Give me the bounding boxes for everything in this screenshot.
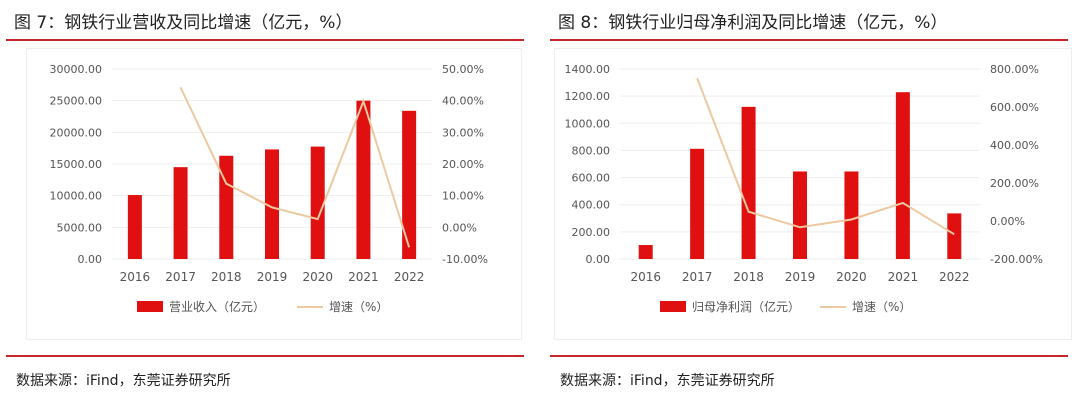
chart-area: 0.00 5000.00 10000.00 15000.00 20000.00 25000… bbox=[26, 48, 522, 340]
bar-2022 bbox=[947, 213, 962, 259]
y-tick-right: 10.00% bbox=[442, 190, 484, 203]
bar-2020 bbox=[310, 146, 325, 259]
y-tick-right: 50.00% bbox=[442, 63, 484, 76]
panel-revenue: 图 7：钢铁行业营收及同比增速（亿元，%） 0.00 5000.00 10000.0… bbox=[0, 0, 524, 406]
source-note: 数据来源：iFind，东莞证券研究所 bbox=[560, 373, 775, 389]
bar-2021 bbox=[895, 92, 910, 259]
growth-line bbox=[696, 77, 955, 236]
legend-line-label: 增速（%） bbox=[329, 300, 388, 314]
y-tick-left: 0.00 bbox=[78, 253, 103, 266]
bar-2020 bbox=[844, 171, 859, 259]
bar-2022 bbox=[402, 110, 417, 259]
title-rule bbox=[550, 39, 1068, 41]
x-tick: 2016 bbox=[120, 270, 151, 284]
y-tick-right: 0.00% bbox=[990, 215, 1025, 228]
y-tick-left: 400.00 bbox=[572, 199, 611, 212]
x-tick: 2020 bbox=[302, 270, 333, 284]
y-tick-left: 5000.00 bbox=[57, 221, 103, 234]
x-tick: 2019 bbox=[257, 270, 288, 284]
source-note: 数据来源：iFind，东莞证券研究所 bbox=[16, 373, 231, 389]
x-tick: 2017 bbox=[165, 270, 196, 284]
y-tick-right: 400.00% bbox=[990, 139, 1039, 152]
y-tick-left: 200.00 bbox=[572, 226, 611, 239]
y-tick-right: 200.00% bbox=[990, 177, 1039, 190]
y-tick-left: 30000.00 bbox=[50, 63, 103, 76]
y-tick-left: 1200.00 bbox=[565, 90, 611, 103]
title-rule bbox=[6, 39, 524, 41]
legend-line-label: 增速（%） bbox=[852, 300, 911, 314]
legend-bar-label: 营业收入（亿元） bbox=[169, 299, 265, 314]
y-tick-right: 0.00% bbox=[442, 221, 477, 234]
chart-area: 0.00 200.00 400.00 600.00 800.00 1000.00 1200.… bbox=[554, 48, 1072, 340]
y-tick-left: 15000.00 bbox=[50, 158, 103, 171]
legend-bar-label: 归母净利润（亿元） bbox=[692, 299, 800, 314]
x-tick: 2022 bbox=[939, 270, 970, 284]
growth-line bbox=[179, 86, 411, 248]
x-tick: 2018 bbox=[733, 270, 764, 284]
bar-2021 bbox=[356, 100, 371, 259]
bar-2017 bbox=[173, 167, 188, 259]
y-tick-right: -10.00% bbox=[442, 253, 488, 266]
bar-2016 bbox=[127, 195, 142, 259]
bar-2019 bbox=[265, 149, 279, 259]
y-tick-right: 40.00% bbox=[442, 95, 484, 108]
x-tick: 2019 bbox=[785, 270, 816, 284]
y-tick-left: 10000.00 bbox=[50, 190, 103, 203]
legend-bar-swatch bbox=[660, 301, 686, 312]
x-tick: 2021 bbox=[888, 270, 919, 284]
bar-2018 bbox=[741, 106, 756, 259]
y-tick-left: 20000.00 bbox=[50, 126, 103, 139]
source-rule bbox=[6, 355, 524, 357]
y-tick-left: 1000.00 bbox=[565, 117, 611, 130]
x-tick: 2017 bbox=[682, 270, 713, 284]
y-tick-right: 20.00% bbox=[442, 158, 484, 171]
y-tick-right: 800.00% bbox=[990, 63, 1039, 76]
chart-title: 图 8：钢铁行业归母净利润及同比增速（亿元，%） bbox=[558, 13, 948, 33]
x-tick: 2021 bbox=[348, 270, 379, 284]
x-tick: 2020 bbox=[836, 270, 867, 284]
bar-2016 bbox=[638, 245, 653, 259]
y-tick-right: 600.00% bbox=[990, 101, 1039, 114]
x-tick: 2022 bbox=[394, 270, 425, 284]
bar-2019 bbox=[793, 171, 807, 259]
bar-2017 bbox=[690, 148, 705, 259]
x-tick: 2016 bbox=[630, 270, 661, 284]
x-tick: 2018 bbox=[211, 270, 242, 284]
bar-2018 bbox=[219, 155, 234, 259]
y-tick-left: 1400.00 bbox=[565, 63, 611, 76]
y-tick-left: 800.00 bbox=[572, 144, 611, 157]
chart-svg: 0.00 5000.00 10000.00 15000.00 20000.00 25000… bbox=[50, 63, 488, 314]
y-tick-left: 0.00 bbox=[586, 253, 611, 266]
y-tick-right: 30.00% bbox=[442, 126, 484, 139]
y-tick-right: -200.00% bbox=[990, 253, 1043, 266]
legend-bar-swatch bbox=[137, 301, 163, 312]
chart-title: 图 7：钢铁行业营收及同比增速（亿元，%） bbox=[14, 13, 353, 33]
chart-svg: 0.00 200.00 400.00 600.00 800.00 1000.00 1200.… bbox=[565, 63, 1043, 314]
y-tick-left: 600.00 bbox=[572, 172, 611, 185]
panel-profit: 图 8：钢铁行业归母净利润及同比增速（亿元，%） 0.00 200.00 400.0… bbox=[544, 0, 1072, 406]
y-tick-left: 25000.00 bbox=[50, 95, 103, 108]
source-rule bbox=[550, 355, 1068, 357]
